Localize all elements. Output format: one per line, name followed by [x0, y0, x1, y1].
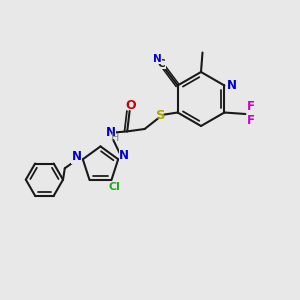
Text: N: N: [105, 125, 116, 139]
Text: Cl: Cl: [109, 182, 120, 192]
Text: N: N: [152, 54, 161, 64]
Text: S: S: [156, 109, 166, 122]
Text: O: O: [125, 99, 136, 112]
Text: N: N: [226, 79, 237, 92]
Text: F: F: [247, 100, 255, 113]
Text: N: N: [72, 150, 82, 164]
Text: H: H: [111, 133, 119, 143]
Text: N: N: [119, 149, 129, 162]
Text: C: C: [158, 58, 166, 69]
Text: F: F: [247, 114, 255, 127]
